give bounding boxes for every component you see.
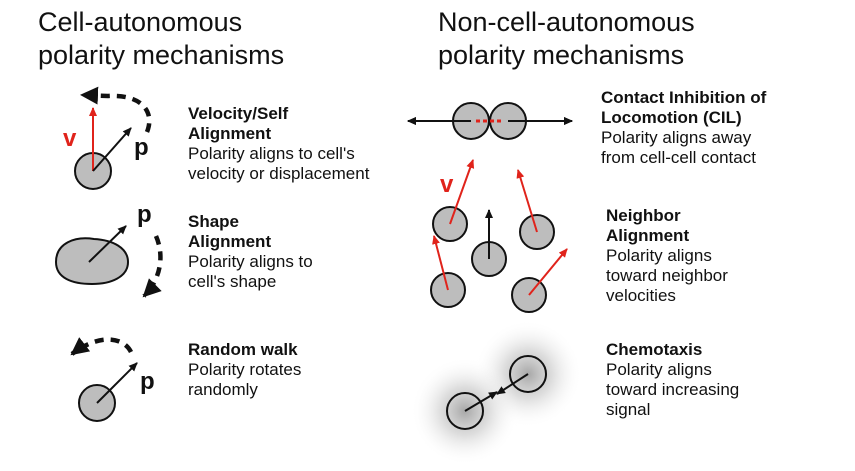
neighbor-alignment-diagram	[430, 159, 568, 313]
velocity-alignment-text: Velocity/Self Alignment Polarity aligns …	[188, 104, 369, 184]
shape-alignment-text: Shape Alignment Polarity aligns to cell'…	[188, 212, 313, 292]
mechanism-title: Chemotaxis	[606, 340, 703, 359]
polarity-label: p	[137, 201, 152, 228]
right-heading: Non-cell-autonomous polarity mechanisms	[438, 6, 695, 72]
neighbor-alignment-text: Neighbor Alignment Polarity aligns towar…	[606, 206, 728, 306]
shape-alignment-diagram	[54, 225, 163, 298]
chemotaxis-diagram	[411, 320, 582, 465]
mechanism-title: Alignment	[188, 124, 272, 143]
mechanism-description: Polarity aligns away	[601, 128, 752, 147]
heading-line: polarity mechanisms	[438, 40, 685, 70]
random-walk-diagram	[70, 337, 138, 422]
polarity-arrow	[496, 373, 529, 395]
mechanism-title: Locomotion (CIL)	[601, 108, 742, 127]
heading-line: polarity mechanisms	[38, 40, 285, 70]
cil-text: Contact Inhibition of Locomotion (CIL) P…	[601, 88, 766, 168]
rotation-arrow	[70, 337, 134, 356]
chemotaxis-text: Chemotaxis Polarity aligns toward increa…	[606, 340, 739, 420]
velocity-alignment-diagram	[74, 86, 152, 190]
mechanism-title: Shape	[188, 212, 240, 231]
mechanism-title: Neighbor	[606, 206, 681, 225]
mechanism-description: Polarity aligns	[606, 360, 712, 379]
cil-diagram	[407, 102, 573, 140]
cell	[446, 392, 484, 430]
elongated-cell	[54, 237, 130, 286]
heading-line: Cell-autonomous	[38, 7, 243, 37]
rotation-arrow	[80, 86, 152, 133]
polarity-arrow	[88, 225, 127, 263]
mechanism-description: randomly	[188, 380, 258, 399]
mechanism-description: from cell-cell contact	[601, 148, 756, 167]
velocity-label: v	[440, 171, 454, 198]
mechanism-description: velocities	[606, 286, 676, 305]
mechanism-description: velocity or displacement	[188, 164, 370, 183]
mechanism-description: Polarity aligns to cell's	[188, 144, 355, 163]
mechanism-description: toward neighbor	[606, 266, 728, 285]
mechanism-title: Alignment	[606, 226, 690, 245]
heading-line: Non-cell-autonomous	[438, 7, 695, 37]
mechanism-title: Random walk	[188, 340, 298, 359]
mechanism-title: Velocity/Self	[188, 104, 289, 123]
velocity-arrow	[528, 248, 568, 296]
cell	[509, 355, 547, 393]
velocity-arrow	[516, 169, 538, 233]
mechanism-description: signal	[606, 400, 651, 419]
left-heading: Cell-autonomous polarity mechanisms	[38, 6, 284, 72]
velocity-arrow	[449, 159, 475, 225]
polarity-label: p	[140, 368, 155, 395]
mechanism-description: Polarity aligns	[606, 246, 712, 265]
velocity-label: v	[63, 125, 77, 152]
mechanism-title: Alignment	[188, 232, 272, 251]
mechanism-description: Polarity aligns to	[188, 252, 313, 271]
polarity-label: p	[134, 134, 149, 161]
polarity-arrow	[92, 127, 132, 172]
polarity-arrow	[96, 362, 138, 404]
rotation-arrow	[142, 235, 163, 298]
mechanism-description: cell's shape	[188, 272, 277, 291]
velocity-arrow	[432, 235, 449, 291]
mechanism-description: Polarity rotates	[188, 360, 302, 379]
mechanism-title: Contact Inhibition of	[601, 88, 767, 107]
polarity-arrow	[464, 391, 498, 412]
random-walk-text: Random walk Polarity rotates randomly	[188, 340, 301, 400]
mechanism-description: toward increasing	[606, 380, 740, 399]
